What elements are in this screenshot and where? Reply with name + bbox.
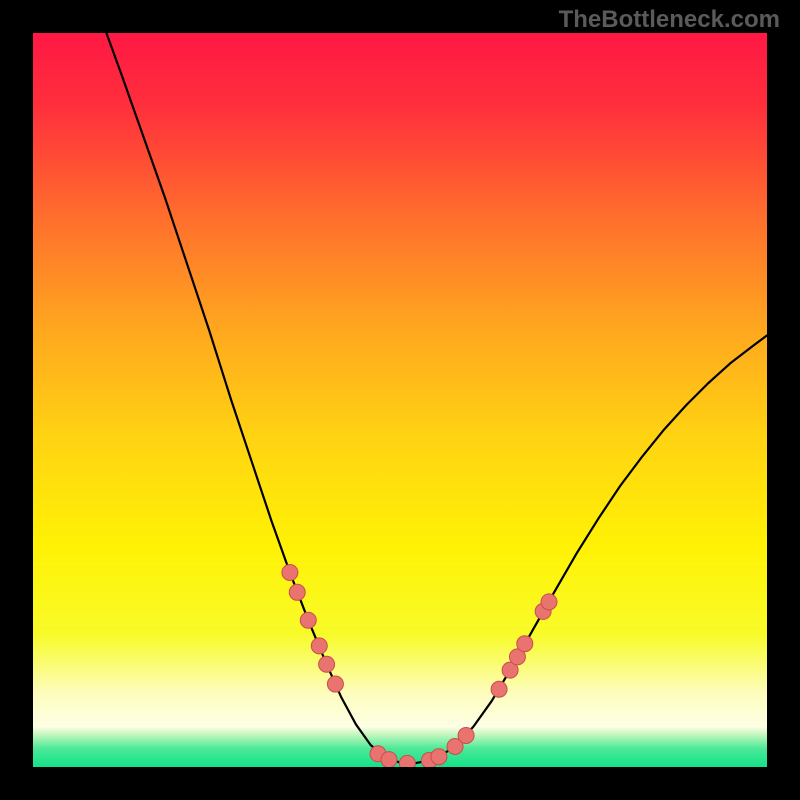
- bottleneck-chart: [0, 0, 800, 800]
- data-marker: [282, 564, 298, 580]
- watermark-text: TheBottleneck.com: [559, 6, 780, 34]
- data-marker: [327, 676, 343, 692]
- data-marker: [381, 752, 397, 768]
- data-marker: [517, 636, 533, 652]
- data-marker: [541, 594, 557, 610]
- data-marker: [458, 727, 474, 743]
- gradient-background: [33, 33, 767, 767]
- data-marker: [399, 755, 415, 771]
- data-marker: [491, 681, 507, 697]
- data-marker: [289, 584, 305, 600]
- data-marker: [319, 656, 335, 672]
- data-marker: [300, 612, 316, 628]
- data-marker: [431, 749, 447, 765]
- data-marker: [311, 638, 327, 654]
- chart-frame: TheBottleneck.com: [0, 0, 800, 800]
